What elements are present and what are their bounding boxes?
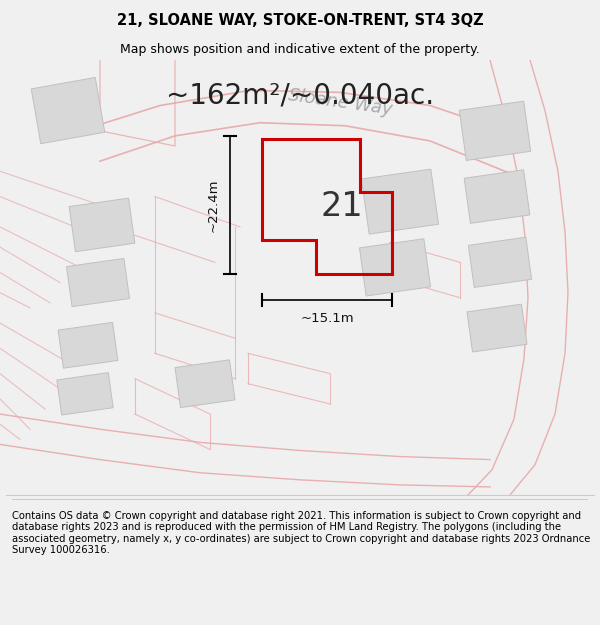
Text: Contains OS data © Crown copyright and database right 2021. This information is : Contains OS data © Crown copyright and d… <box>12 511 590 556</box>
Bar <box>460 101 530 161</box>
Bar <box>362 169 439 234</box>
Text: 21: 21 <box>320 190 364 223</box>
Text: ~15.1m: ~15.1m <box>300 312 354 325</box>
Text: Map shows position and indicative extent of the property.: Map shows position and indicative extent… <box>120 43 480 56</box>
Text: ~22.4m: ~22.4m <box>207 178 220 232</box>
Bar <box>464 170 530 223</box>
Text: ~162m²/~0.040ac.: ~162m²/~0.040ac. <box>166 81 434 109</box>
Bar <box>58 322 118 368</box>
Bar <box>467 304 527 352</box>
Bar <box>469 238 532 288</box>
Bar <box>57 372 113 415</box>
Bar <box>69 198 135 252</box>
Bar <box>359 239 431 296</box>
Bar <box>67 259 130 307</box>
Text: Sloane Way: Sloane Way <box>287 86 393 119</box>
Text: 21, SLOANE WAY, STOKE-ON-TRENT, ST4 3QZ: 21, SLOANE WAY, STOKE-ON-TRENT, ST4 3QZ <box>116 13 484 28</box>
Bar <box>31 78 105 144</box>
Bar <box>175 360 235 408</box>
